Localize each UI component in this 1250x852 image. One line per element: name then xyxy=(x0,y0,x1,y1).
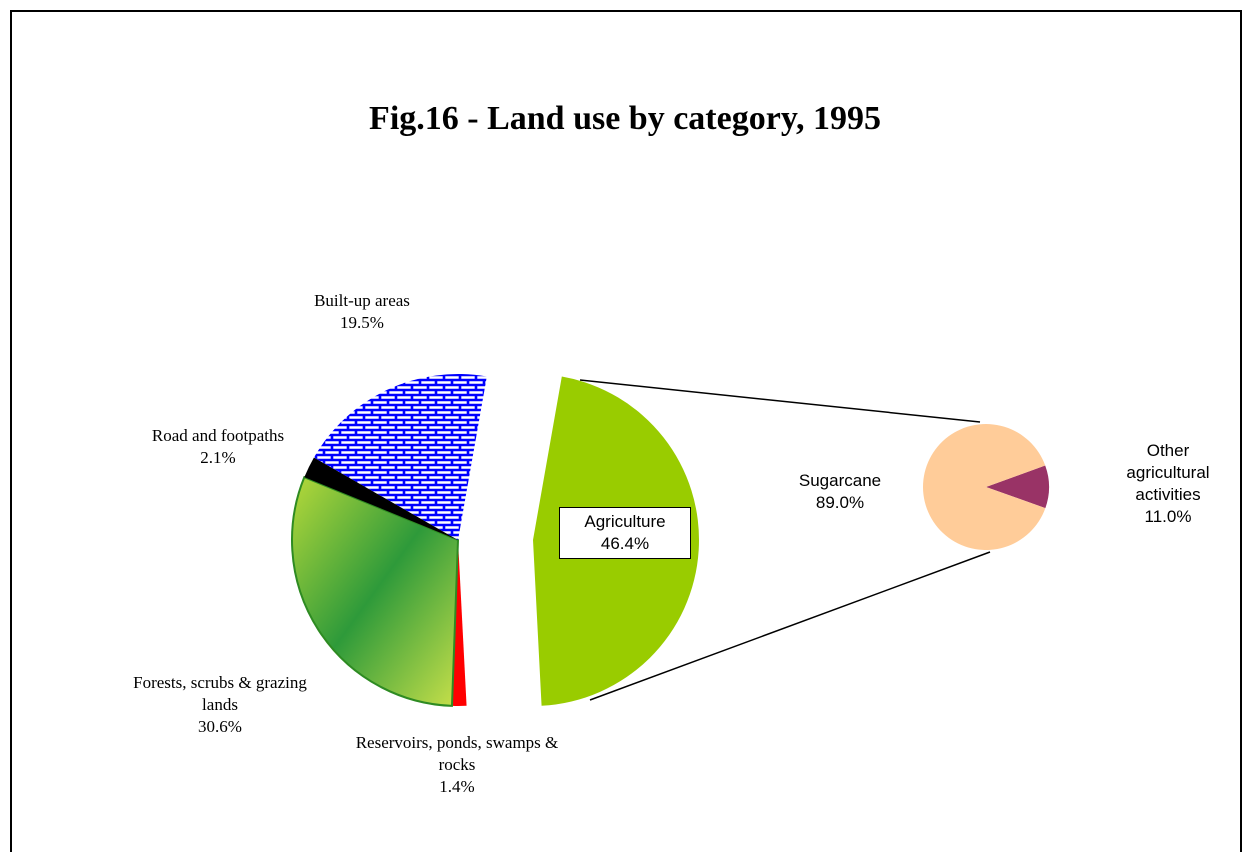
category-name: Road and footpaths xyxy=(151,426,285,445)
connector-line xyxy=(579,379,981,423)
category-name: Built-up areas xyxy=(314,291,410,310)
pie-slice xyxy=(986,465,1050,509)
data-label: Road and footpaths 2.1% xyxy=(108,425,328,469)
pie-slice xyxy=(304,457,458,540)
data-label: Forests, scrubs & grazing lands 30.6% xyxy=(115,672,325,738)
chart-frame xyxy=(10,10,1242,852)
category-name: Reservoirs, ponds, swamps & rocks xyxy=(355,733,559,774)
category-name: Other agricultural activities xyxy=(1126,441,1210,504)
category-name: Forests, scrubs & grazing lands xyxy=(133,673,307,714)
value-label: 11.0% xyxy=(1144,507,1192,526)
pie-slice xyxy=(451,540,467,706)
value-label: 19.5% xyxy=(340,313,384,332)
category-name: Agriculture xyxy=(584,512,666,531)
chart-title: Fig.16 - Land use by category, 1995 xyxy=(369,100,881,137)
connector-line xyxy=(589,551,991,701)
category-name: Sugarcane xyxy=(798,471,882,490)
data-label: Built-up areas 19.5% xyxy=(262,290,462,334)
pie-slice xyxy=(313,374,487,540)
data-label: Agriculture 46.4% xyxy=(559,507,691,559)
value-label: 89.0% xyxy=(815,493,865,512)
data-label: Other agricultural activities 11.0% xyxy=(1118,440,1218,528)
data-label: Sugarcane 89.0% xyxy=(780,470,900,514)
pie-slice xyxy=(923,423,1046,550)
data-label: Reservoirs, ponds, swamps & rocks 1.4% xyxy=(342,732,572,798)
pie-slice xyxy=(291,475,460,707)
value-label: 46.4% xyxy=(600,534,650,553)
value-label: 30.6% xyxy=(198,717,242,736)
value-label: 2.1% xyxy=(200,448,236,467)
value-label: 1.4% xyxy=(439,777,475,796)
